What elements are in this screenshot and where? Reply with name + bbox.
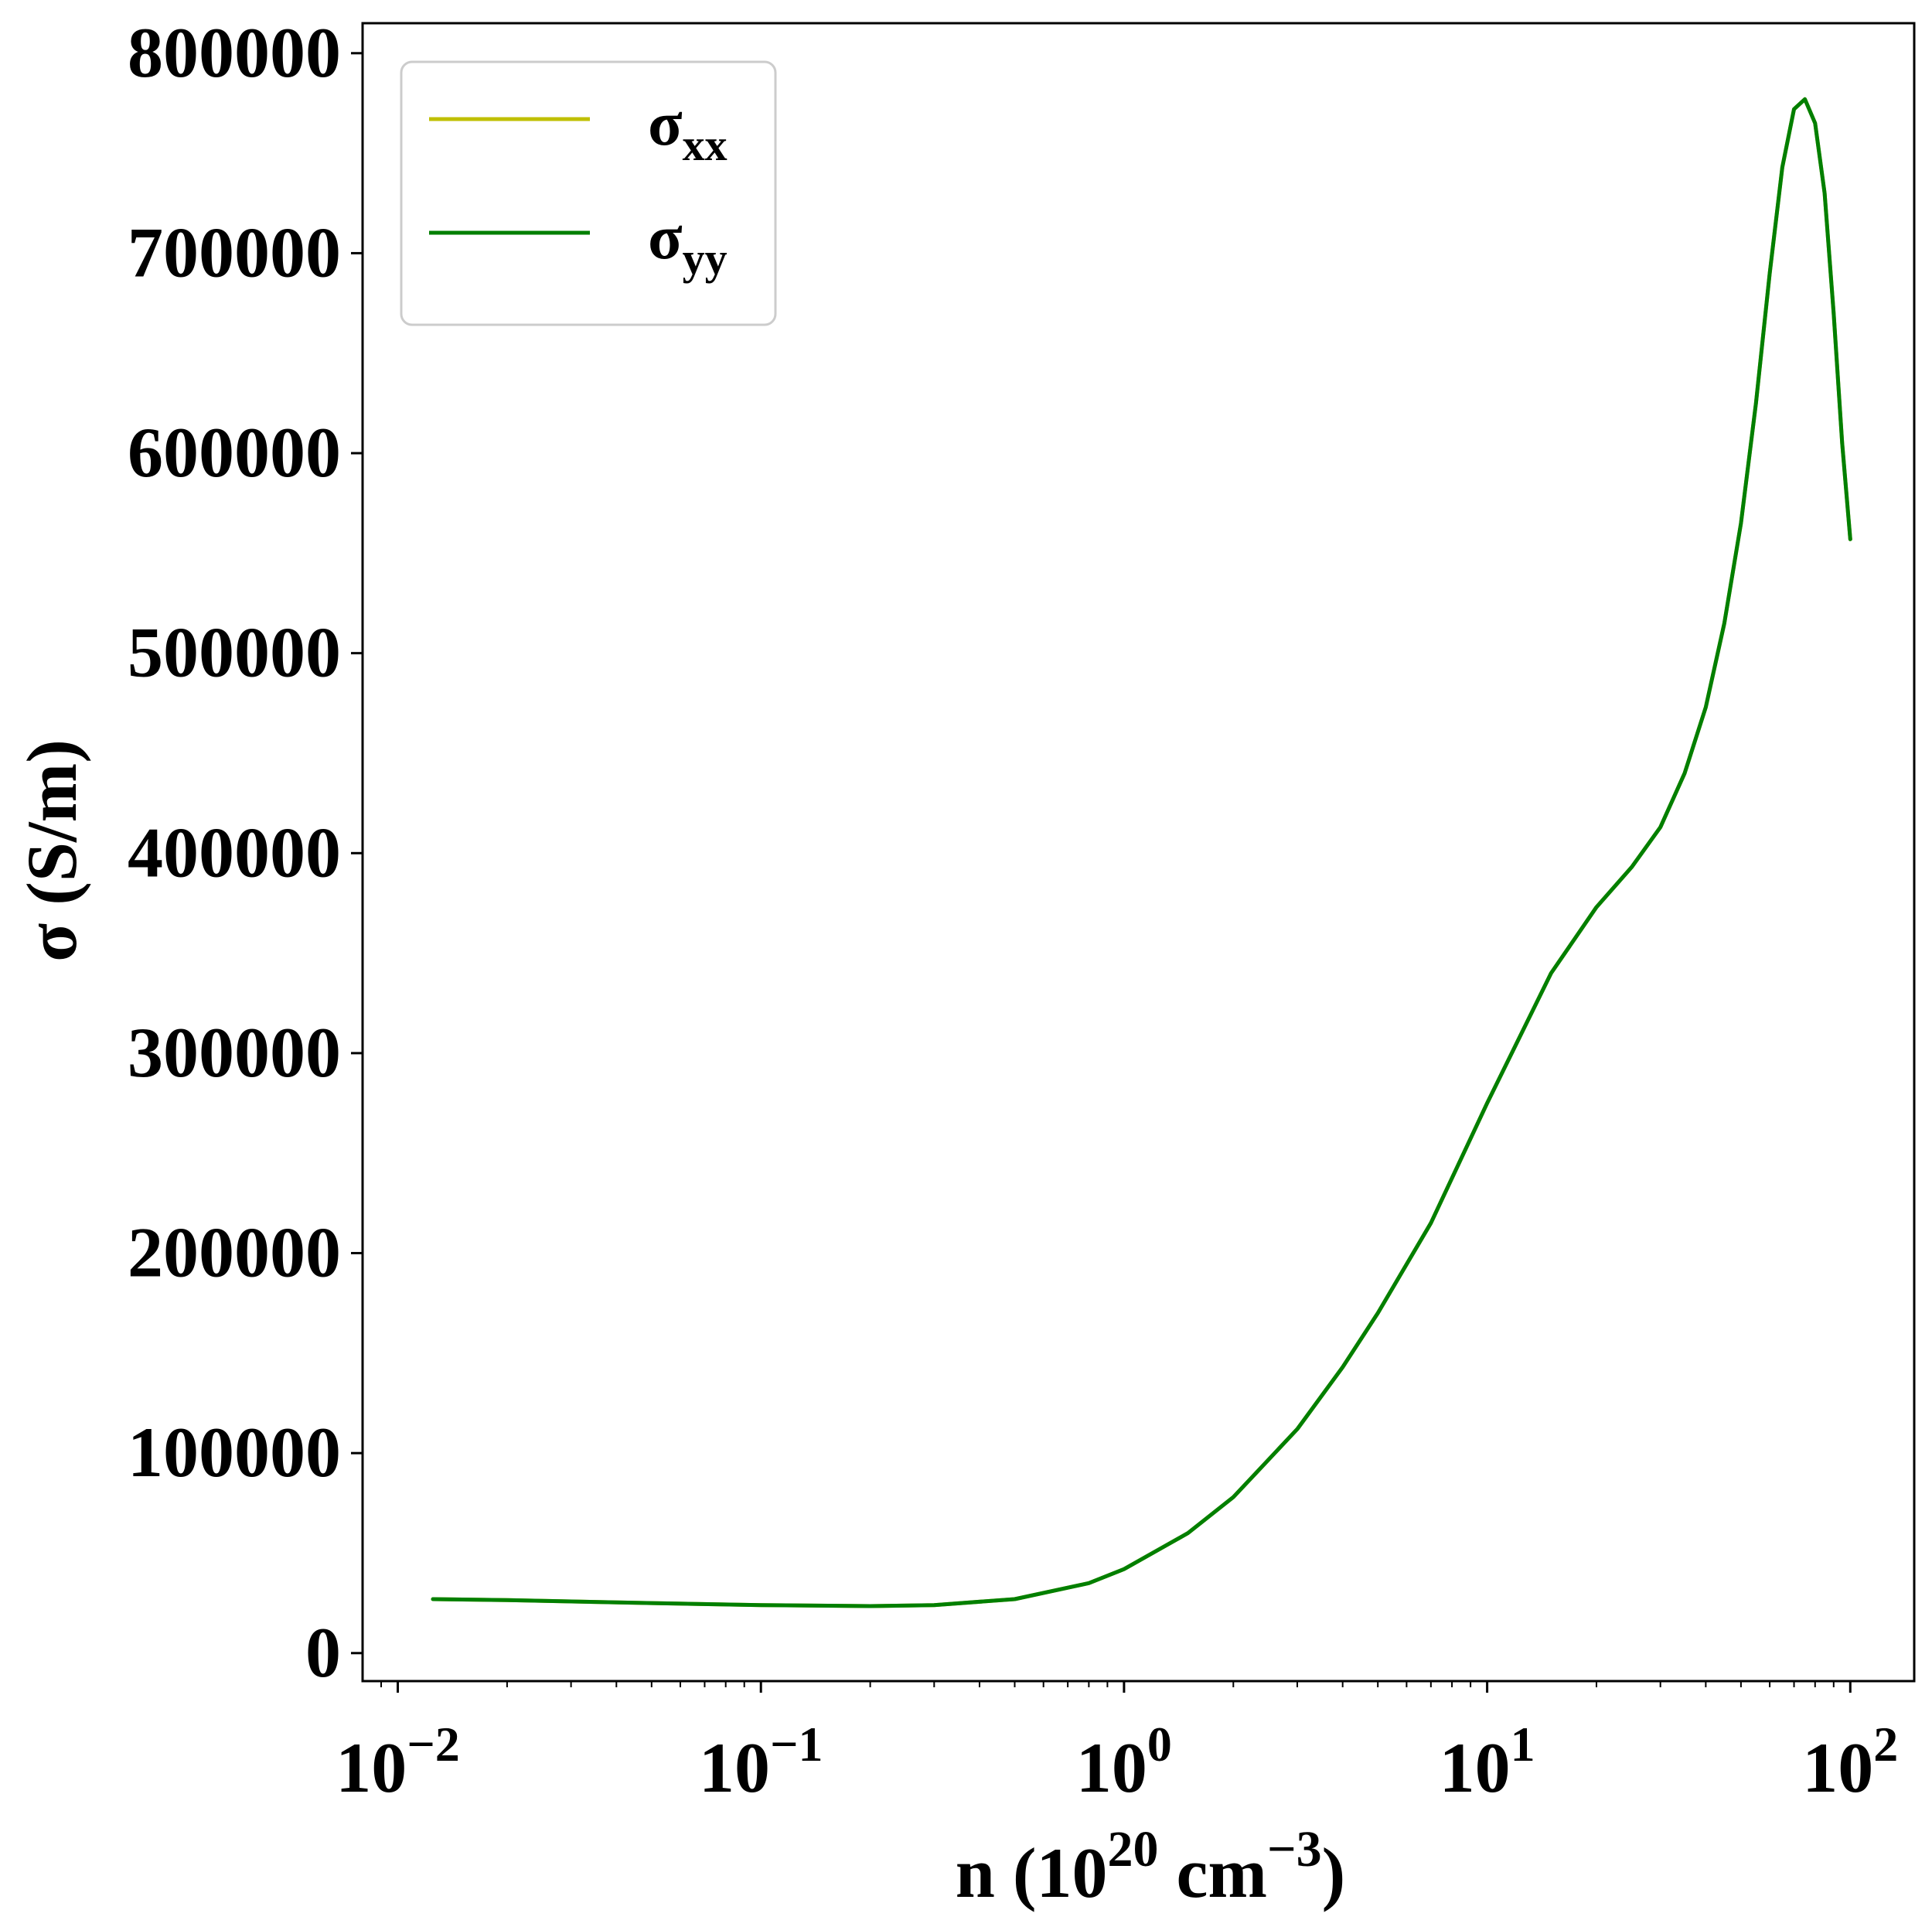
y-tick-label: 500000 <box>128 613 341 692</box>
series-line-sigma-yy <box>431 97 1852 1608</box>
x-axis: 10−2 10−1 100 101 102 <box>336 1681 1898 1807</box>
y-tick-label: 700000 <box>128 213 341 292</box>
x-tick-label: 101 <box>1440 1717 1535 1807</box>
series-layer <box>431 97 1852 1608</box>
y-axis: 0 100000 200000 300000 400000 500000 600000 700… <box>128 13 363 1692</box>
y-tick-label: 600000 <box>128 413 341 492</box>
legend: σxx σyy <box>400 60 777 326</box>
x-tick-label: 100 <box>1076 1717 1172 1807</box>
y-tick-label: 100000 <box>128 1413 341 1492</box>
x-tick-label: 102 <box>1802 1717 1898 1807</box>
x-axis-label: n (1020 cm−3) <box>956 1821 1346 1912</box>
y-tick-label: 200000 <box>128 1213 341 1292</box>
y-axis-label: σ (S/m) <box>12 739 91 962</box>
x-tick-label: 10−2 <box>336 1717 459 1807</box>
legend-label-sigma-yy: σyy <box>648 202 727 284</box>
y-tick-label: 800000 <box>128 13 341 92</box>
y-tick-label: 0 <box>305 1613 341 1692</box>
y-tick-label: 300000 <box>128 1013 341 1092</box>
x-tick-label: 10−1 <box>699 1717 823 1807</box>
y-tick-label: 400000 <box>128 813 341 892</box>
legend-box <box>400 60 777 326</box>
legend-label-sigma-xx: σxx <box>648 88 727 170</box>
